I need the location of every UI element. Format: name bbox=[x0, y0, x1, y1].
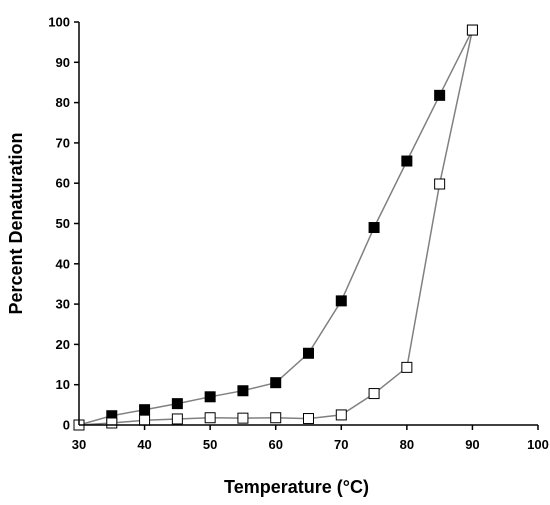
data-point bbox=[434, 89, 446, 101]
data-point bbox=[270, 377, 282, 389]
data-point bbox=[270, 412, 282, 424]
y-tick-label: 90 bbox=[56, 55, 70, 70]
data-point bbox=[139, 414, 151, 426]
data-point bbox=[171, 413, 183, 425]
data-point bbox=[303, 413, 314, 425]
data-point bbox=[368, 388, 380, 400]
data-point bbox=[237, 385, 249, 397]
x-tick-label: 40 bbox=[137, 437, 151, 452]
data-point bbox=[237, 412, 249, 424]
x-tick-label: 100 bbox=[527, 437, 549, 452]
data-point bbox=[204, 391, 216, 403]
x-tick-label: 80 bbox=[400, 437, 414, 452]
data-point bbox=[466, 24, 478, 36]
x-tick-label: 60 bbox=[268, 437, 282, 452]
data-point bbox=[335, 409, 347, 421]
y-tick-label: 0 bbox=[63, 418, 70, 433]
y-tick-label: 80 bbox=[56, 95, 70, 110]
y-tick-label: 40 bbox=[56, 256, 70, 271]
y-tick-label: 50 bbox=[56, 216, 70, 231]
y-tick-label: 20 bbox=[56, 337, 70, 352]
data-point bbox=[303, 347, 314, 359]
data-point bbox=[401, 361, 413, 373]
series-filled-square bbox=[78, 29, 474, 426]
x-axis-ticks: 30 40 50 60 70 80 90 100 bbox=[72, 425, 549, 452]
x-tick-label: 50 bbox=[203, 437, 217, 452]
y-axis-ticks: 0 10 20 30 40 50 60 70 80 90 100 bbox=[48, 15, 79, 433]
series-markers-open-square bbox=[73, 24, 478, 431]
series-line bbox=[78, 29, 474, 426]
data-point bbox=[401, 155, 413, 167]
data-point bbox=[368, 222, 380, 234]
y-tick-label: 70 bbox=[56, 135, 70, 150]
x-tick-label: 90 bbox=[465, 437, 479, 452]
data-point bbox=[106, 417, 118, 429]
data-point bbox=[335, 295, 347, 307]
series-line bbox=[78, 29, 474, 426]
x-axis-title: Temperature (°C) bbox=[224, 477, 369, 497]
x-tick-label: 70 bbox=[334, 437, 348, 452]
y-tick-label: 100 bbox=[48, 15, 70, 30]
series-markers-filled-square bbox=[73, 24, 478, 431]
data-point bbox=[139, 404, 151, 416]
x-tick-label: 30 bbox=[72, 437, 86, 452]
y-tick-label: 10 bbox=[56, 377, 70, 392]
y-axis-title: Percent Denaturation bbox=[6, 132, 26, 314]
y-tick-label: 30 bbox=[56, 297, 70, 312]
data-point bbox=[171, 398, 183, 410]
data-point bbox=[204, 412, 216, 424]
series-layer bbox=[73, 24, 478, 431]
series-open-square bbox=[78, 29, 474, 426]
data-point bbox=[434, 178, 446, 190]
y-tick-label: 60 bbox=[56, 176, 70, 191]
